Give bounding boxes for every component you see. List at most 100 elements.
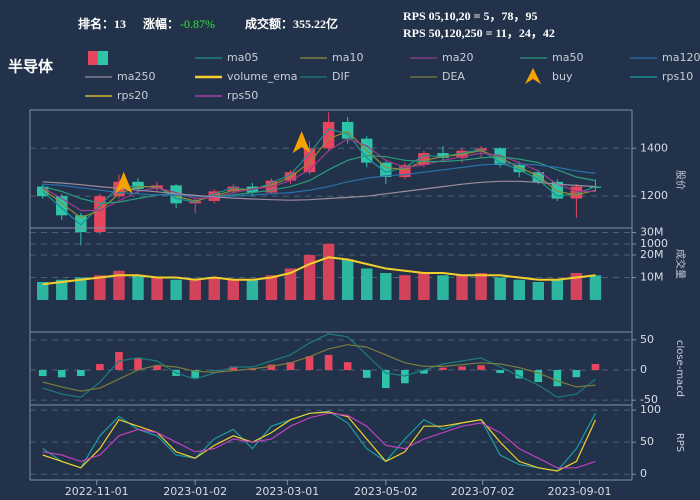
legend-label: ma250 <box>117 70 155 83</box>
legend-label: volume_ema <box>227 70 297 83</box>
macd-bar <box>96 363 104 371</box>
series-line <box>42 410 597 472</box>
legend-label: DEA <box>442 70 465 83</box>
volume-bar <box>189 279 201 300</box>
buy-marker <box>292 131 311 154</box>
candle-body <box>75 215 87 233</box>
volume-bar <box>246 279 259 300</box>
x-tick-label: 2023-01-02 <box>163 485 227 498</box>
volume-bar <box>56 279 68 300</box>
change-label: 涨幅： <box>143 16 179 31</box>
y-tick-label: 1200 <box>640 189 668 202</box>
series-line <box>42 333 596 398</box>
y-tick-label: 0 <box>640 467 647 480</box>
legend-label: rps50 <box>227 89 258 102</box>
macd-bar <box>38 370 47 377</box>
legend-label: rps10 <box>662 70 693 83</box>
candle-body <box>532 172 545 182</box>
legend-label: ma05 <box>227 51 258 64</box>
y-axis-label: 成交量 <box>674 249 687 279</box>
candle-body <box>551 181 564 199</box>
macd-bar <box>381 370 390 389</box>
rps-short: RPS 05,10,20 = 5，78，95 <box>403 9 538 23</box>
y-tick-label: 0 <box>640 363 647 376</box>
volume-bar <box>208 277 220 300</box>
volume-bar <box>418 273 430 300</box>
volume-bar <box>475 273 487 300</box>
y-axis-label: close-macd <box>674 340 685 397</box>
volume-bar <box>303 255 316 300</box>
y-tick-label: 50 <box>640 333 654 346</box>
macd-bar <box>591 363 600 371</box>
series-line <box>42 154 596 204</box>
candle-body <box>341 121 354 139</box>
macd-bar <box>572 370 581 378</box>
macd-bar <box>286 362 295 371</box>
y-tick-label: 100 <box>640 403 661 416</box>
volume-bar <box>132 275 144 300</box>
volume-bar <box>532 282 545 300</box>
candle-body <box>36 186 49 197</box>
volume-bar <box>513 279 525 300</box>
volume-bar <box>494 277 506 300</box>
macd-bar <box>153 365 161 371</box>
macd-bar <box>496 370 504 374</box>
y-tick-label: 20M <box>640 248 664 261</box>
turnover: 成交额：355.22亿 <box>245 16 338 31</box>
candle-body <box>322 121 335 149</box>
volume-bar <box>361 268 373 300</box>
y-axis-label: 股价 <box>674 170 686 190</box>
series-line <box>42 130 596 219</box>
macd-bar <box>77 370 85 377</box>
volume-bar <box>75 277 87 300</box>
y-tick-label: 30M <box>640 226 664 239</box>
macd-bar <box>267 364 276 371</box>
candle-body <box>227 186 240 192</box>
legend-label: ma50 <box>552 51 583 64</box>
y-tick-label: 10M <box>640 271 664 284</box>
volume-bar <box>437 275 449 300</box>
macd-bar <box>343 362 352 371</box>
macd-bar <box>515 370 524 379</box>
x-tick-label: 2022-11-01 <box>65 485 129 498</box>
volume-bar <box>322 243 335 300</box>
x-tick-label: 2023-03-01 <box>255 485 319 498</box>
macd-bar <box>439 367 447 371</box>
rps-long: RPS 50,120,250 = 11，24，42 <box>403 26 555 40</box>
volume-bar <box>227 279 240 300</box>
volume-bar <box>265 275 278 300</box>
series-line <box>42 163 596 197</box>
legend-swatch <box>88 51 98 65</box>
macd-bar <box>534 370 543 383</box>
macd-bar <box>420 370 428 374</box>
macd-bar <box>57 370 66 378</box>
volume-bar <box>341 259 354 300</box>
series-line <box>42 412 596 469</box>
macd-bar <box>210 370 219 371</box>
chart-title: 半导体 <box>8 58 54 76</box>
macd-bar <box>324 354 333 371</box>
candle-body <box>513 165 525 173</box>
change: -0.87% <box>180 17 215 31</box>
volume-bar <box>94 275 106 300</box>
volume-bar <box>589 275 602 300</box>
macd-bar <box>305 356 314 371</box>
volume-bar <box>170 279 182 300</box>
candle-body <box>132 181 144 189</box>
macd-bar <box>477 365 485 371</box>
volume-bar <box>113 270 125 300</box>
y-axis-label: RPS <box>674 433 685 452</box>
legend-label: ma120 <box>662 51 700 64</box>
candle-body <box>399 165 411 178</box>
macd-bar <box>191 370 200 378</box>
series-line <box>42 411 597 472</box>
y-tick-label: 1000 <box>640 237 668 250</box>
volume-bar <box>380 273 392 300</box>
legend-label: rps20 <box>117 89 148 102</box>
candle-body <box>418 153 430 166</box>
macd-bar <box>553 370 562 387</box>
legend-label: ma20 <box>442 51 473 64</box>
candle-body <box>303 148 316 173</box>
buy-marker <box>114 171 133 194</box>
